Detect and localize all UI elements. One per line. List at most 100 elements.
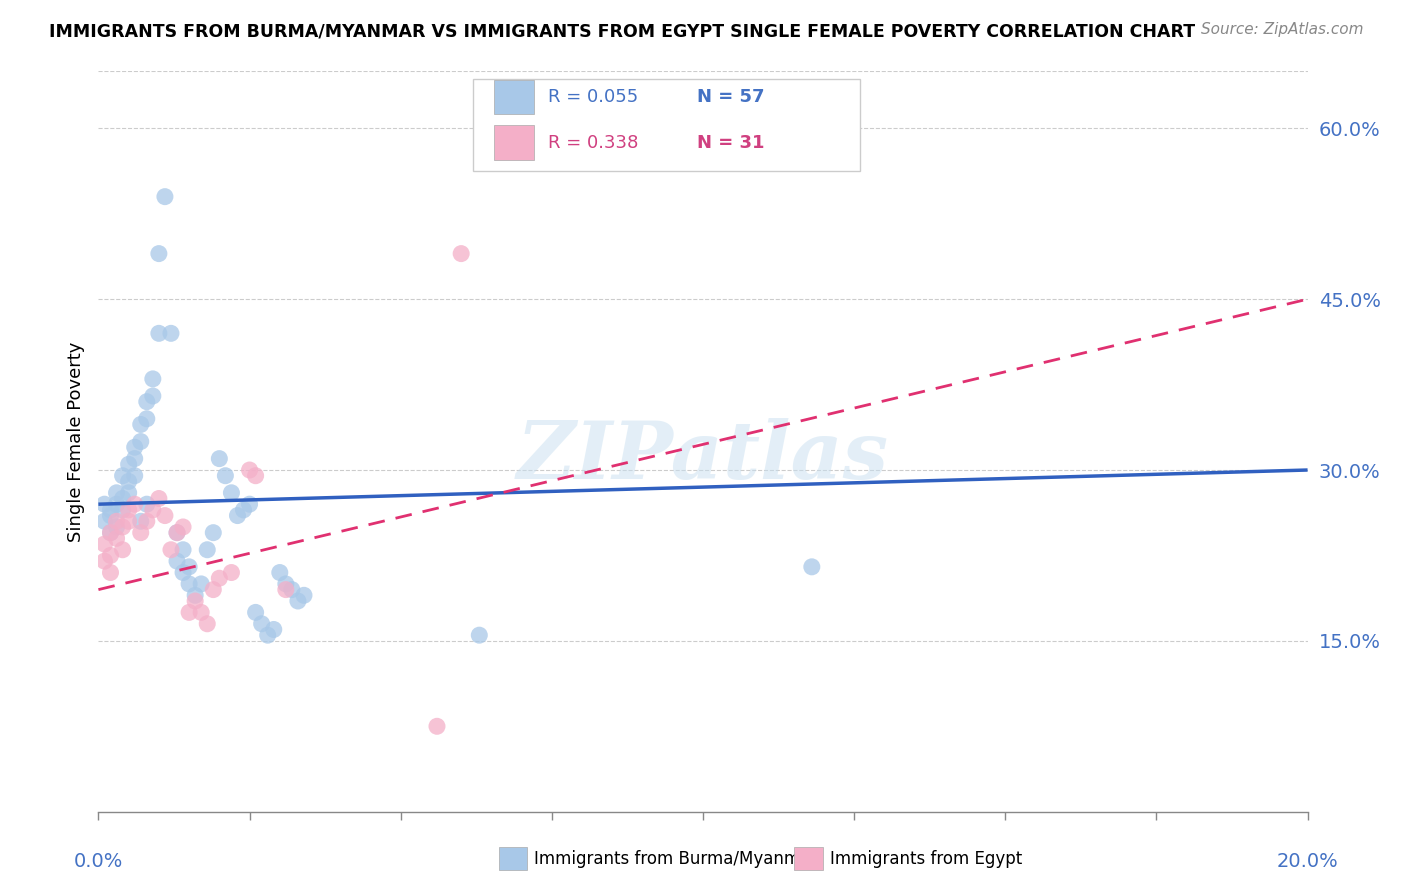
Point (135, 394, 157, 409)
Point (208, 571, 231, 585)
Point (111, 491, 134, 506)
Point (118, 475, 141, 489)
Point (111, 542, 134, 557)
Point (93, 497, 115, 511)
Point (239, 497, 262, 511)
Point (118, 485, 141, 500)
Point (274, 577, 297, 591)
Point (100, 503, 122, 517)
Point (214, 468, 236, 483)
Point (245, 606, 267, 620)
Point (148, 326, 170, 341)
Text: 20.0%: 20.0% (1277, 853, 1339, 871)
Point (250, 616, 273, 631)
Point (105, 497, 128, 511)
Point (148, 246, 170, 260)
Point (287, 594, 309, 608)
Point (135, 497, 157, 511)
Text: Immigrants from Burma/Myanmar: Immigrants from Burma/Myanmar (534, 850, 817, 868)
Text: N = 31: N = 31 (697, 134, 765, 152)
Point (105, 532, 128, 546)
Point (166, 554, 188, 568)
Text: R = 0.338: R = 0.338 (548, 134, 638, 152)
Point (100, 566, 122, 580)
Point (124, 468, 146, 483)
Point (153, 189, 176, 203)
Point (118, 503, 141, 517)
Point (142, 389, 165, 403)
Text: Immigrants from Egypt: Immigrants from Egypt (830, 850, 1022, 868)
Point (274, 582, 297, 597)
Point (426, 719, 449, 733)
Point (105, 485, 128, 500)
Point (111, 503, 134, 517)
Point (190, 577, 212, 591)
Point (100, 508, 122, 523)
Text: IMMIGRANTS FROM BURMA/MYANMAR VS IMMIGRANTS FROM EGYPT SINGLE FEMALE POVERTY COR: IMMIGRANTS FROM BURMA/MYANMAR VS IMMIGRA… (49, 22, 1195, 40)
FancyBboxPatch shape (494, 79, 534, 114)
Text: Source: ZipAtlas.com: Source: ZipAtlas.com (1201, 22, 1364, 37)
Point (269, 566, 291, 580)
Point (281, 582, 304, 597)
Point (232, 503, 254, 517)
Point (221, 485, 243, 500)
Point (129, 417, 152, 432)
Point (184, 588, 207, 602)
Point (142, 503, 165, 517)
Point (172, 566, 194, 580)
Point (245, 468, 267, 483)
Point (179, 606, 201, 620)
Point (93, 514, 115, 528)
Point (184, 594, 207, 608)
Point (135, 411, 157, 425)
Point (105, 514, 128, 528)
Text: N = 57: N = 57 (697, 88, 765, 106)
Point (160, 542, 183, 557)
Point (100, 549, 122, 563)
Point (93, 554, 115, 568)
Point (172, 520, 194, 534)
Point (142, 372, 165, 386)
Point (263, 623, 285, 637)
Point (105, 520, 128, 534)
Point (153, 508, 176, 523)
Point (292, 588, 315, 602)
Point (256, 628, 278, 642)
Point (202, 582, 225, 597)
Point (124, 497, 146, 511)
FancyBboxPatch shape (494, 126, 534, 161)
Point (800, 559, 823, 574)
Point (226, 508, 249, 523)
Point (100, 525, 122, 540)
Point (111, 520, 134, 534)
Point (111, 468, 134, 483)
Point (450, 246, 472, 260)
Point (124, 440, 146, 454)
Point (179, 559, 201, 574)
Text: 0.0%: 0.0% (73, 853, 124, 871)
Point (468, 628, 491, 642)
Point (129, 525, 152, 540)
Point (208, 451, 231, 466)
Point (202, 525, 225, 540)
Point (239, 463, 262, 477)
Point (179, 577, 201, 591)
Point (166, 525, 188, 540)
Point (100, 525, 122, 540)
Point (124, 451, 146, 466)
Point (166, 525, 188, 540)
Y-axis label: Single Female Poverty: Single Female Poverty (66, 342, 84, 541)
Point (195, 616, 218, 631)
Point (118, 458, 141, 472)
Text: R = 0.055: R = 0.055 (548, 88, 638, 106)
Text: ZIPatlas: ZIPatlas (517, 417, 889, 495)
Point (135, 514, 157, 528)
Point (172, 542, 194, 557)
Point (129, 514, 152, 528)
Point (118, 514, 141, 528)
Point (148, 491, 170, 506)
Point (195, 542, 218, 557)
Point (93, 537, 115, 551)
Point (221, 566, 243, 580)
Point (129, 434, 152, 449)
